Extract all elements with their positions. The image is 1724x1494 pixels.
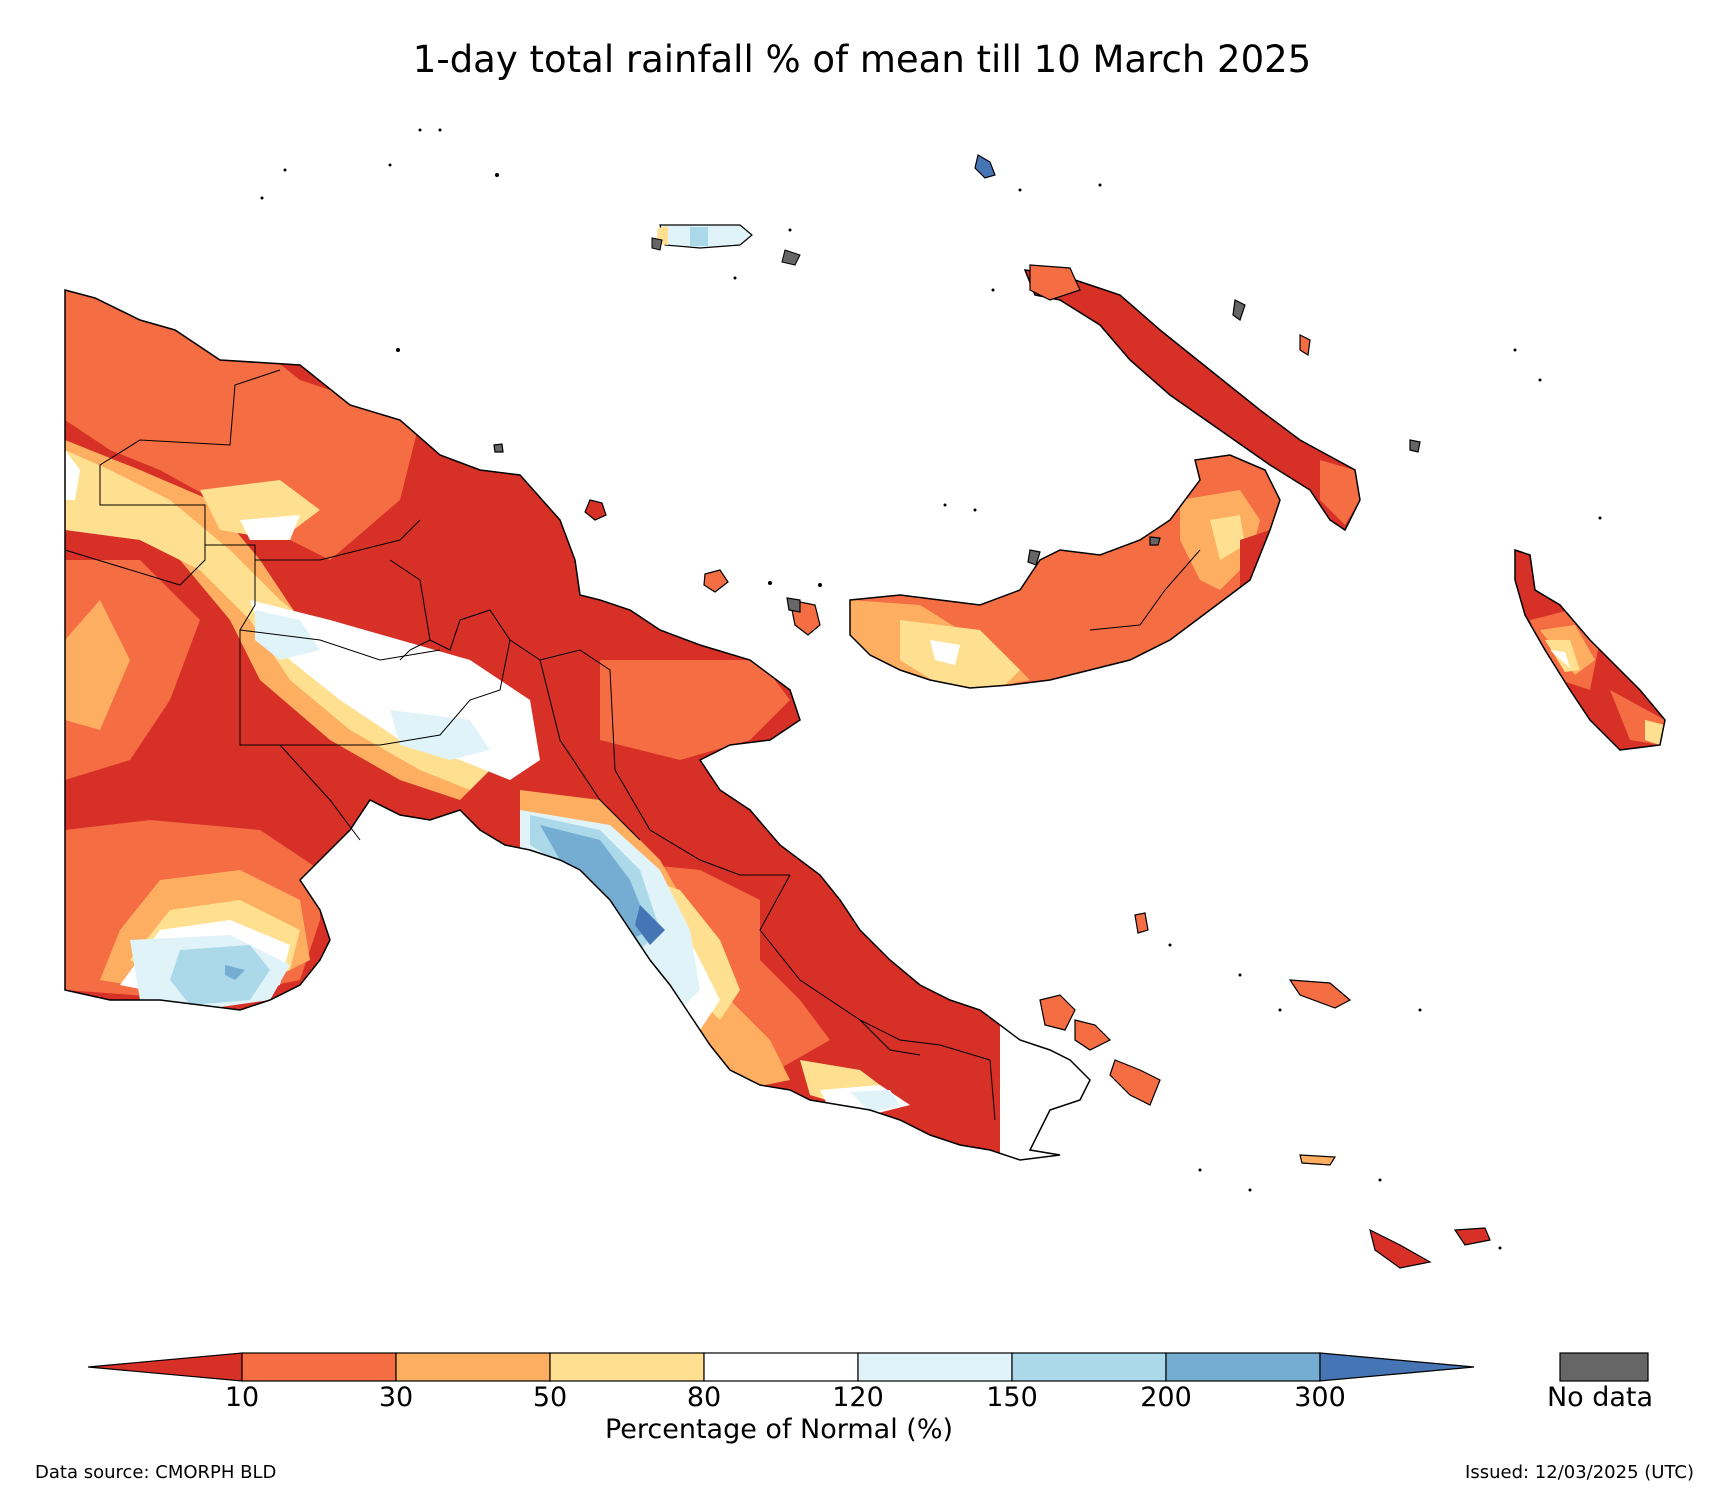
province-boundaries bbox=[64, 369, 996, 1121]
new-britain-rainfall-field bbox=[850, 455, 1280, 688]
colorbar-tick-label: 200 bbox=[1140, 1382, 1192, 1413]
new-ireland-coastline bbox=[1023, 269, 1361, 532]
bougainville-rainfall-field bbox=[1515, 550, 1665, 750]
manus-islands bbox=[651, 224, 801, 266]
colorbar-tick-label: 30 bbox=[378, 1382, 414, 1413]
colorbar-bin bbox=[857, 1352, 1013, 1382]
colorbar-bin bbox=[549, 1352, 705, 1382]
colorbar-tick-label: 300 bbox=[1294, 1382, 1346, 1413]
no-data-label: No data bbox=[1546, 1382, 1654, 1413]
colorbar-tick-label: 80 bbox=[686, 1382, 722, 1413]
new-britain-province-boundary bbox=[1089, 549, 1201, 631]
map-title: 1-day total rainfall % of mean till 10 M… bbox=[412, 38, 1312, 81]
colorbar bbox=[87, 1352, 1475, 1382]
offshore-islands bbox=[493, 154, 1491, 1269]
new-britain-coastline bbox=[849, 454, 1281, 689]
bougainville-coastline bbox=[1514, 548, 1666, 751]
new-hanover-island bbox=[1029, 264, 1081, 301]
mainland-rainfall-field bbox=[65, 290, 1000, 1160]
colorbar-title: Percentage of Normal (%) bbox=[604, 1414, 954, 1445]
colorbar-tick-label: 120 bbox=[832, 1382, 884, 1413]
small-islets bbox=[260, 128, 1602, 1250]
colorbar-bin bbox=[703, 1352, 859, 1382]
mainland-coastline bbox=[64, 289, 1091, 1161]
colorbar-tick-label: 50 bbox=[532, 1382, 568, 1413]
colorbar-tick-label: 150 bbox=[986, 1382, 1038, 1413]
colorbar-bin bbox=[1165, 1352, 1321, 1382]
colorbar-tick-label: 10 bbox=[224, 1382, 260, 1413]
colorbar-bin bbox=[395, 1352, 551, 1382]
colorbar-bin bbox=[87, 1352, 243, 1382]
colorbar-bin bbox=[1011, 1352, 1167, 1382]
colorbar-bin bbox=[1319, 1352, 1475, 1382]
issued-date: Issued: 12/03/2025 (UTC) bbox=[1465, 1462, 1694, 1483]
no-data-swatch bbox=[1559, 1352, 1649, 1382]
colorbar-bin bbox=[241, 1352, 397, 1382]
data-source: Data source: CMORPH BLD bbox=[35, 1462, 277, 1483]
